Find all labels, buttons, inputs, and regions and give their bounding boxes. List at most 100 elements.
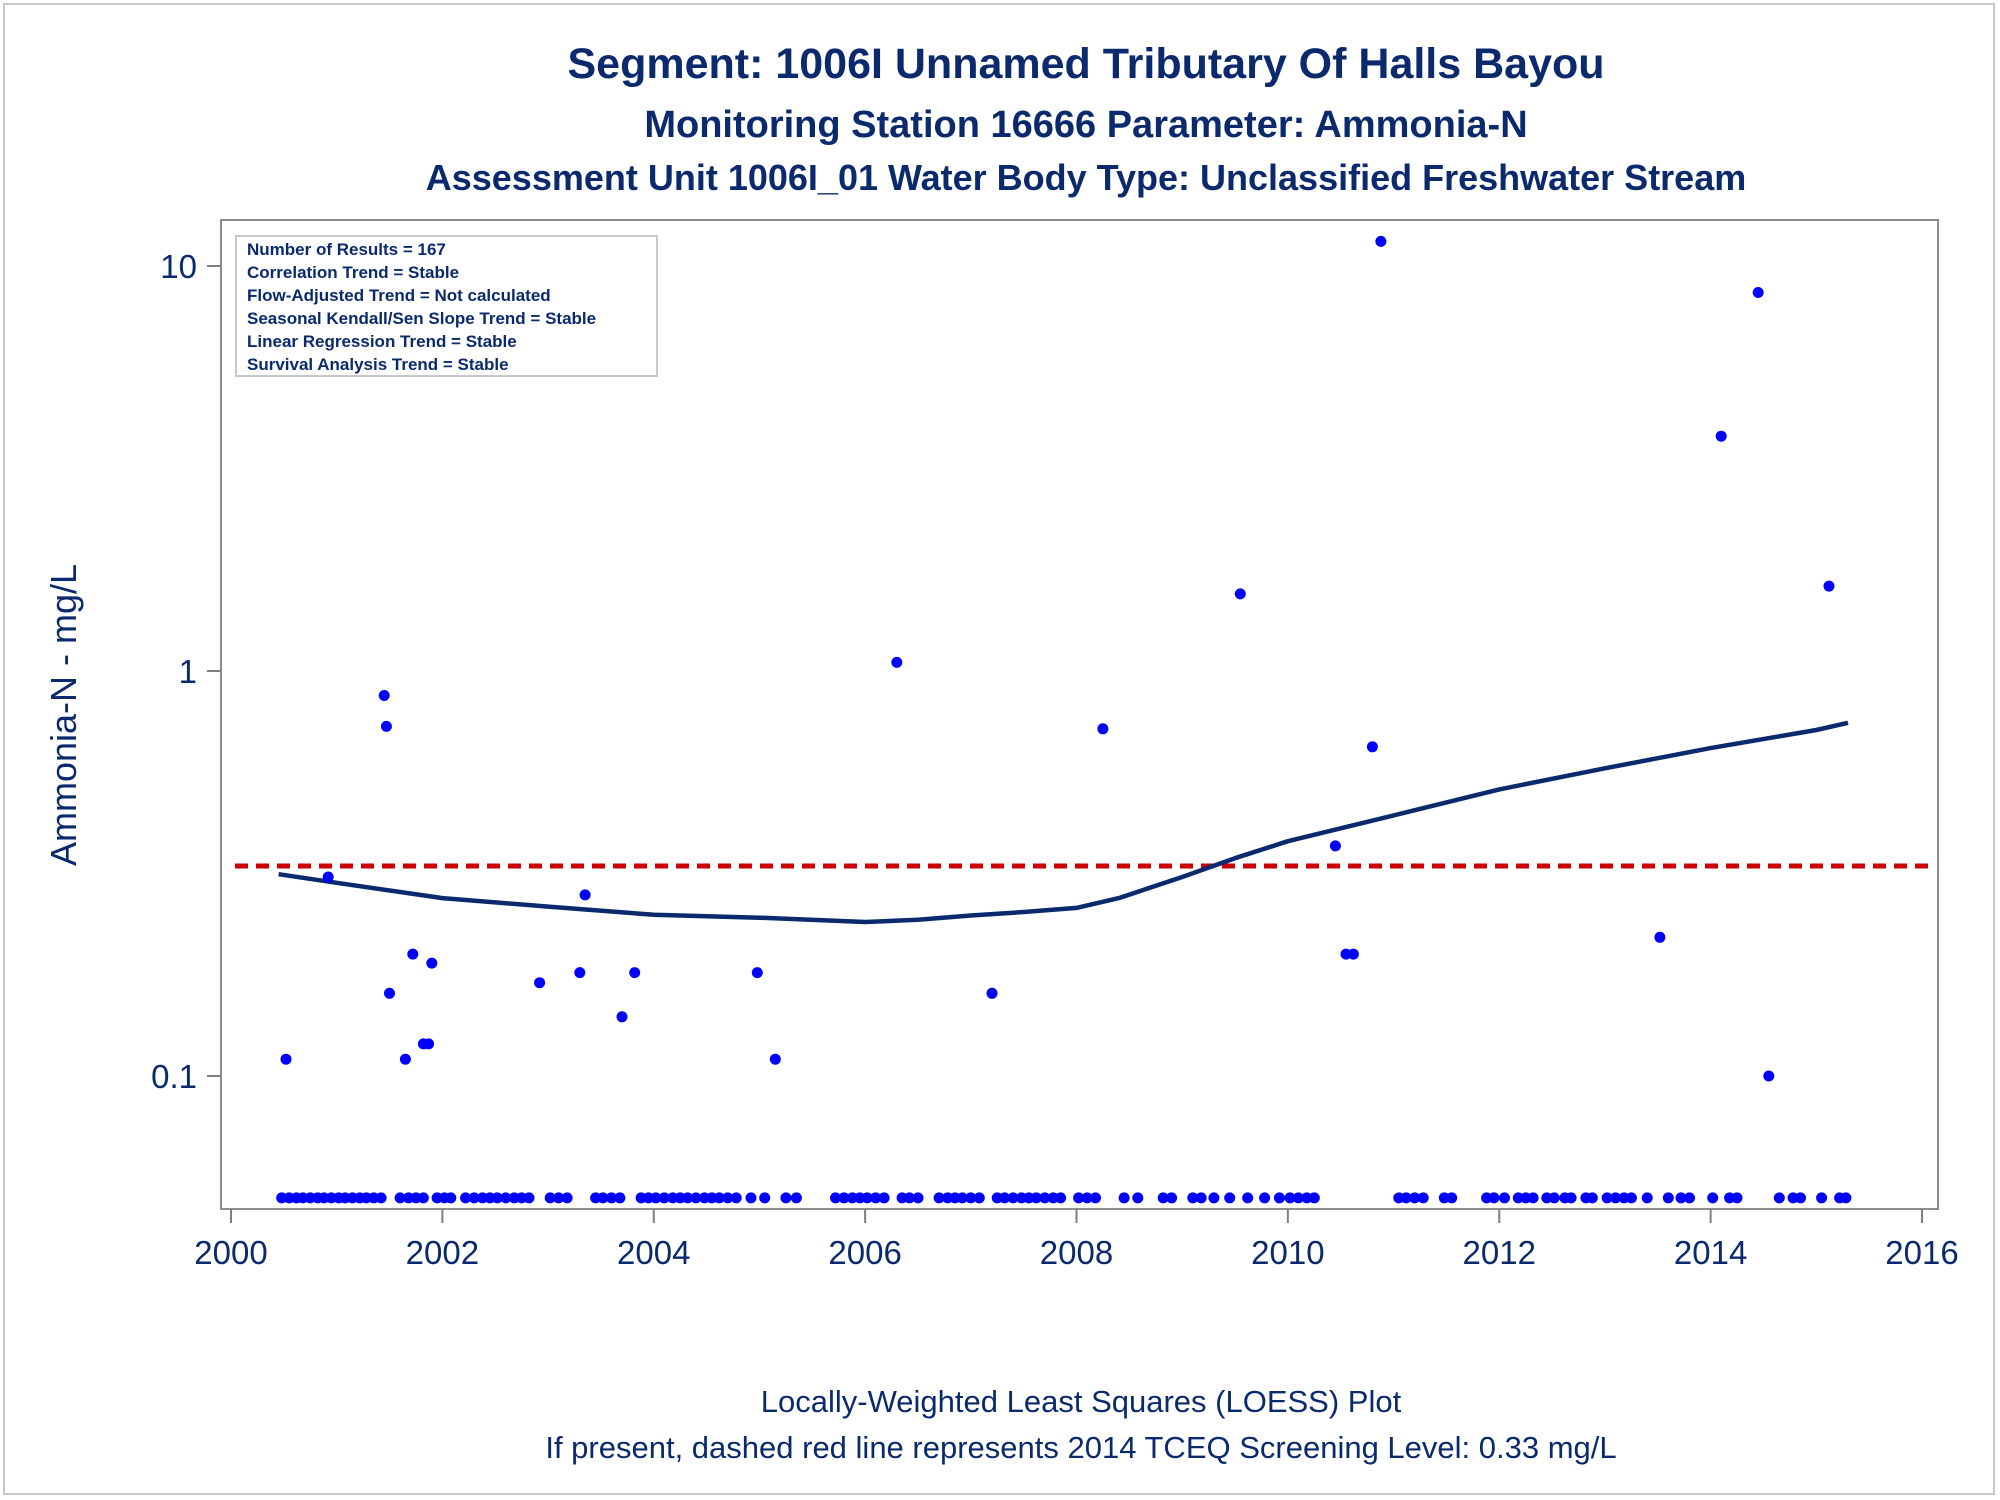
data-point <box>973 1192 985 1204</box>
data-point <box>912 1192 924 1204</box>
data-point <box>1208 1192 1220 1204</box>
x-tick-label: 2008 <box>1040 1234 1113 1271</box>
data-point <box>1641 1192 1653 1204</box>
x-tick-label: 2000 <box>194 1234 267 1271</box>
data-point <box>280 1053 292 1065</box>
data-point <box>1684 1192 1695 1204</box>
data-point <box>1731 1192 1743 1204</box>
data-point <box>544 1192 556 1204</box>
data-point <box>790 1192 802 1204</box>
data-point <box>838 1192 850 1204</box>
data-point <box>606 1192 617 1204</box>
data-point <box>378 690 390 701</box>
data-point <box>861 1192 873 1204</box>
stat-flow-adjusted-trend: Flow-Adjusted Trend = Not calculated <box>247 286 551 305</box>
data-point <box>1118 1192 1130 1204</box>
data-point <box>1090 1192 1101 1204</box>
data-point <box>904 1192 915 1204</box>
data-point <box>769 1053 781 1065</box>
data-point <box>730 1192 742 1204</box>
data-point <box>1224 1192 1236 1204</box>
data-point <box>629 967 641 979</box>
x-tick-label: 2002 <box>406 1234 479 1271</box>
data-point <box>1132 1192 1144 1204</box>
data-point <box>722 1192 734 1204</box>
data-point <box>1273 1192 1285 1204</box>
data-point <box>1157 1192 1169 1204</box>
data-point <box>682 1192 694 1204</box>
data-point <box>417 1192 429 1204</box>
data-point <box>1081 1192 1093 1204</box>
data-point <box>322 871 334 883</box>
data-point <box>658 1192 670 1204</box>
data-point <box>616 1011 628 1023</box>
data-point <box>574 967 586 979</box>
data-point <box>597 1192 609 1204</box>
x-tick-label: 2016 <box>1885 1234 1958 1271</box>
chart-subtitle: Monitoring Station 16666 Parameter: Ammo… <box>644 104 1527 146</box>
chart-title: Segment: 1006I Unnamed Tributary Of Hall… <box>567 40 1604 88</box>
data-point <box>1601 1192 1613 1204</box>
data-point <box>1375 235 1387 247</box>
data-point <box>933 1192 945 1204</box>
data-point <box>870 1192 882 1204</box>
data-point <box>523 1192 535 1204</box>
data-point <box>1752 287 1764 298</box>
data-point <box>1292 1192 1304 1204</box>
data-point <box>1409 1192 1421 1204</box>
data-point <box>394 1192 406 1204</box>
data-point <box>1039 1192 1051 1204</box>
stat-seasonal-kendall-trend: Seasonal Kendall/Sen Slope Trend = Stabl… <box>247 309 596 328</box>
data-point <box>1654 931 1666 943</box>
data-point <box>407 948 419 960</box>
data-point <box>690 1192 702 1204</box>
y-axis-title: Ammonia-N - mg/L <box>43 564 84 866</box>
data-points <box>276 235 1852 1204</box>
data-point <box>1030 1192 1042 1204</box>
data-point <box>830 1192 841 1204</box>
data-point <box>751 967 763 979</box>
data-point <box>1308 1192 1320 1204</box>
data-point <box>1586 1192 1598 1204</box>
stat-survival-analysis-trend: Survival Analysis Trend = Stable <box>247 355 509 374</box>
data-point <box>878 1192 890 1204</box>
data-point <box>1417 1192 1429 1204</box>
x-tick-label: 2010 <box>1251 1234 1324 1271</box>
footnote-loess: Locally-Weighted Least Squares (LOESS) P… <box>761 1384 1402 1419</box>
data-point <box>1166 1192 1178 1204</box>
data-point <box>1073 1192 1085 1204</box>
data-point <box>375 1192 387 1204</box>
data-point <box>1675 1192 1687 1204</box>
data-point <box>1610 1192 1621 1204</box>
chart-subtitle-2: Assessment Unit 1006I_01 Water Body Type… <box>426 157 1747 198</box>
loess-curve <box>278 720 1849 925</box>
stat-correlation-trend: Correlation Trend = Stable <box>247 263 459 282</box>
data-point <box>1548 1192 1560 1204</box>
data-point <box>1007 1192 1019 1204</box>
data-point <box>1625 1192 1637 1204</box>
data-point <box>1195 1192 1207 1204</box>
data-point <box>956 1192 968 1204</box>
data-point <box>1715 430 1727 442</box>
data-point <box>1242 1192 1254 1204</box>
data-point <box>1097 723 1109 735</box>
data-point <box>491 1192 503 1204</box>
data-point <box>1446 1192 1458 1204</box>
x-tick-label: 2012 <box>1463 1234 1536 1271</box>
stats-box: Number of Results = 167 Correlation Tren… <box>235 235 658 377</box>
data-point <box>1565 1192 1577 1204</box>
data-point <box>380 720 392 732</box>
data-point <box>999 1192 1011 1204</box>
data-point <box>1400 1192 1412 1204</box>
data-point <box>423 1038 435 1050</box>
y-tick-label: 1 <box>179 653 197 690</box>
stat-number-of-results: Number of Results = 167 <box>247 240 446 259</box>
data-point <box>614 1192 626 1204</box>
data-point <box>384 987 395 999</box>
x-tick-label: 2014 <box>1674 1234 1747 1271</box>
footnote-screening-level: If present, dashed red line represents 2… <box>545 1430 1616 1465</box>
x-axis: 2000 2002 2004 2006 2008 2010 2012 2014 2016 <box>194 1209 1959 1271</box>
stat-linear-regression-trend: Linear Regression Trend = Stable <box>247 332 517 351</box>
data-point <box>426 957 438 969</box>
data-point <box>1840 1192 1852 1204</box>
